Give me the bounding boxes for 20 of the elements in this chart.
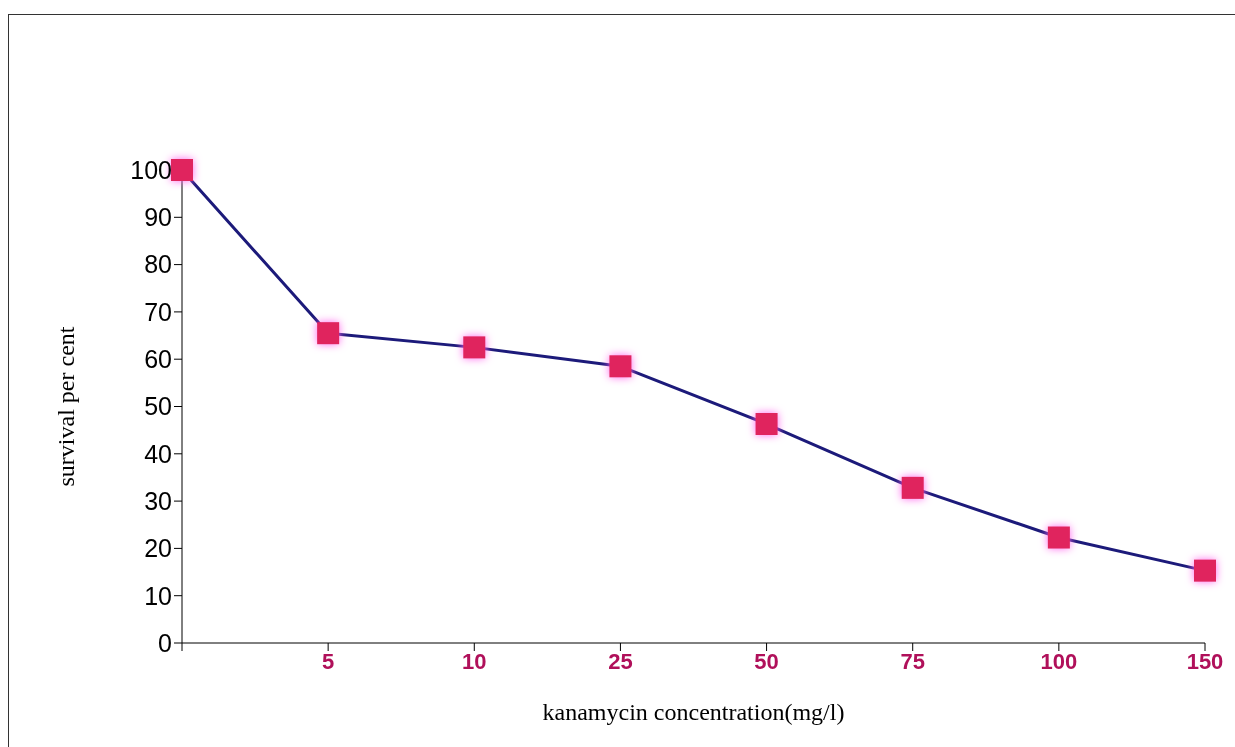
x-axis-title: kanamycin concentration(mg/l): [542, 699, 845, 725]
y-tick-label: 0: [158, 628, 172, 657]
x-tick-label: 100: [1040, 648, 1078, 674]
x-tick-label: 10: [462, 648, 487, 674]
y-tick-label: 40: [144, 439, 172, 468]
y-axis-title: survival per cent: [52, 326, 79, 487]
x-tick-label: 75: [900, 648, 925, 674]
y-tick-label: 60: [144, 345, 172, 374]
y-tick-label: 100: [130, 155, 172, 184]
y-tick-label: 90: [144, 203, 172, 232]
y-tick-label: 20: [144, 534, 172, 563]
x-tick-label: 150: [1186, 648, 1224, 674]
x-tick-label: 5: [322, 648, 335, 674]
x-tick-label: 25: [608, 648, 633, 674]
y-tick-label: 10: [144, 581, 172, 610]
y-tick-label: 30: [144, 486, 172, 515]
x-tick-label: 50: [754, 648, 779, 674]
y-tick-label: 50: [144, 392, 172, 421]
y-tick-label: 70: [144, 297, 172, 326]
y-tick-label: 80: [144, 250, 172, 279]
